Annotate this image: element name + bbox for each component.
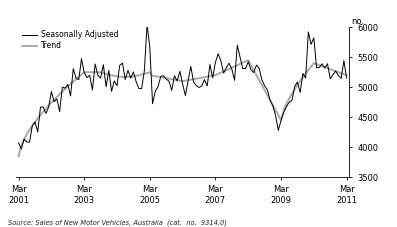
Text: Source: Sales of New Motor Vehicles, Australia  (cat.  no.  9314.0): Source: Sales of New Motor Vehicles, Aus…: [8, 219, 227, 226]
Legend: Seasonally Adjusted, Trend: Seasonally Adjusted, Trend: [20, 28, 121, 53]
Text: no.: no.: [351, 17, 364, 26]
